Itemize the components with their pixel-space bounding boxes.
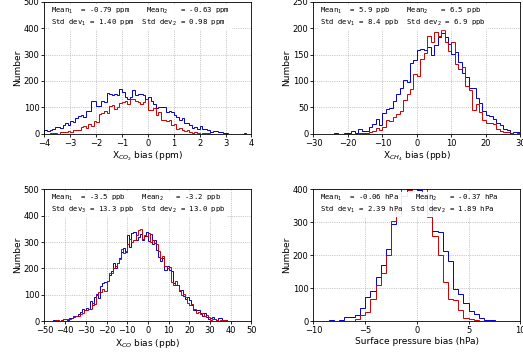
Y-axis label: Number: Number	[13, 237, 22, 273]
Y-axis label: Number: Number	[282, 50, 291, 86]
Text: Mean$_1$  = -0.79 ppm    Mean$_2$   = -0.63 ppm
Std dev$_1$ = 1.40 ppm  Std dev$: Mean$_1$ = -0.79 ppm Mean$_2$ = -0.63 pp…	[51, 6, 230, 28]
Y-axis label: Number: Number	[13, 50, 22, 86]
X-axis label: Surface pressure bias (hPa): Surface pressure bias (hPa)	[355, 337, 479, 345]
X-axis label: X$_{CO_2}$ bias (ppm): X$_{CO_2}$ bias (ppm)	[112, 149, 184, 163]
Y-axis label: Number: Number	[282, 237, 291, 273]
X-axis label: X$_{CO}$ bias (ppb): X$_{CO}$ bias (ppb)	[115, 337, 180, 350]
Text: Mean$_1$  = 5.9 ppb    Mean$_2$   = 6.5 ppb
Std dev$_1$ = 8.4 ppb  Std dev$_2$ =: Mean$_1$ = 5.9 ppb Mean$_2$ = 6.5 ppb St…	[320, 6, 485, 28]
Text: Mean$_1$  = -3.5 ppb    Mean$_2$   = -3.2 ppb
Std dev$_3$ = 13.3 ppb  Std dev$_2: Mean$_1$ = -3.5 ppb Mean$_2$ = -3.2 ppb …	[51, 193, 225, 215]
Text: Mean$_1$  = -0.06 hPa    Mean$_2$   = -0.37 hPa
Std dev$_1$ = 2.39 hPa  Std dev$: Mean$_1$ = -0.06 hPa Mean$_2$ = -0.37 hP…	[320, 193, 498, 215]
X-axis label: X$_{CH_4}$ bias (ppb): X$_{CH_4}$ bias (ppb)	[383, 149, 451, 163]
